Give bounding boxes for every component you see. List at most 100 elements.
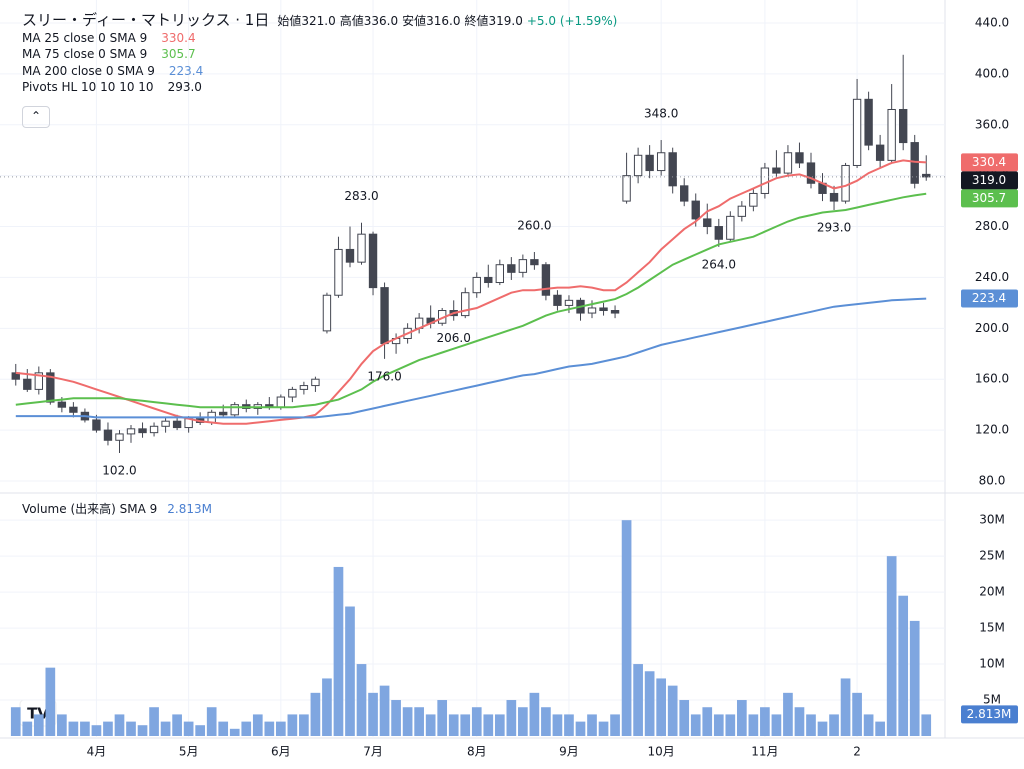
legend: スリー・ディー・マトリックス · 1日 始値321.0 高値336.0 安値316.0… <box>22 12 617 96</box>
candle-body <box>484 276 493 284</box>
candle-body <box>115 433 124 441</box>
candle-body <box>507 264 516 273</box>
volume-params: SMA 9 <box>119 502 158 516</box>
candle-body <box>276 396 286 408</box>
x-tick-label: 11月 <box>751 745 778 759</box>
candle-body <box>737 205 747 217</box>
candle-body <box>599 307 608 312</box>
svg-text:TV: TV <box>27 705 49 723</box>
volume-bar <box>794 707 805 736</box>
header-row: スリー・ディー・マトリックス · 1日 始値321.0 高値336.0 安値316.0… <box>22 12 617 30</box>
candle-body <box>380 287 389 345</box>
candle-body <box>691 200 700 220</box>
candle-body <box>841 164 850 202</box>
volume-name: Volume (出来高) <box>22 502 116 516</box>
candle-body <box>772 167 781 174</box>
volume-bar <box>471 707 482 736</box>
candle-body <box>92 419 101 431</box>
volume-bar <box>771 714 782 736</box>
volume-bar <box>218 721 229 736</box>
volume-bar <box>506 700 517 736</box>
candle-body <box>887 108 896 161</box>
volume-bar <box>736 700 747 736</box>
candle-body <box>645 154 654 172</box>
candle-body <box>368 233 378 289</box>
indicator-legend: MA 25 close 0 SMA 9 330.4 MA 75 close 0 SM… <box>22 30 617 80</box>
volume-bar <box>172 714 182 736</box>
volume-bar <box>149 707 159 736</box>
volume-bar <box>552 714 563 736</box>
candle-body <box>103 429 113 441</box>
candle-body <box>714 226 723 240</box>
volume-bar <box>725 714 736 736</box>
volume-bar <box>518 707 528 736</box>
volume-bar <box>829 714 839 736</box>
volume-bar <box>57 714 67 736</box>
volume-bar <box>564 714 574 736</box>
volume-bar <box>541 707 551 736</box>
volume-bar <box>817 721 828 736</box>
x-tick-label: 6月 <box>271 745 291 759</box>
y-tick-label: 25M <box>979 549 1005 563</box>
volume-bar <box>299 714 309 736</box>
volume-bar <box>460 714 471 736</box>
indicator-name: Pivots HL 10 10 10 10 <box>22 80 154 94</box>
candle-body <box>541 264 551 296</box>
volume-bar <box>863 714 874 736</box>
volume-bar <box>10 707 21 736</box>
volume-bar <box>886 556 897 736</box>
volume-bar <box>587 714 597 736</box>
volume-bar <box>529 692 540 736</box>
volume-bar <box>195 725 206 736</box>
ohlc-value: 316.0 <box>426 14 461 28</box>
volume-bar <box>114 714 125 736</box>
volume-bar <box>45 667 56 736</box>
candle-body <box>219 411 228 416</box>
volume-bar <box>425 714 436 736</box>
volume-bar <box>633 664 643 736</box>
indicator-name: MA 200 close 0 SMA 9 <box>22 63 155 78</box>
candle-body <box>806 162 816 184</box>
candle-body <box>288 388 297 398</box>
indicator-row: MA 75 close 0 SMA 9 305.7 <box>22 46 617 63</box>
candle-body <box>46 372 55 403</box>
candle-body <box>149 425 159 434</box>
pivot-label: 283.0 <box>344 189 378 203</box>
indicator-row: MA 200 close 0 SMA 9 223.4 <box>22 63 617 80</box>
x-tick-label: 10月 <box>648 745 675 759</box>
volume-bar <box>414 707 424 736</box>
pivot-label: 176.0 <box>367 369 401 383</box>
volume-bar <box>91 725 102 736</box>
candle-body <box>760 167 770 194</box>
pivot-label: 102.0 <box>102 464 136 478</box>
candle-body <box>322 294 332 332</box>
volume-bar <box>621 520 632 736</box>
candle-body <box>518 259 528 273</box>
collapse-button[interactable]: ⌃ <box>22 106 50 128</box>
price-tag <box>961 153 1018 172</box>
volume-bar <box>909 620 920 736</box>
volume-bar <box>229 728 240 736</box>
y-tick-label: 5M <box>983 693 1001 707</box>
y-tick-label: 80.0 <box>979 473 1006 487</box>
candle-body <box>461 292 470 317</box>
candle-body <box>864 98 873 146</box>
ohlc-label: 安値 <box>402 14 427 28</box>
candle-body <box>495 264 505 284</box>
volume-bar <box>448 714 459 736</box>
y-tick-label: 30M <box>979 513 1005 527</box>
indicator-name: MA 25 close 0 SMA 9 <box>22 30 148 45</box>
volume-bar <box>783 692 793 736</box>
candle-body <box>898 108 908 144</box>
volume-bar <box>68 721 79 736</box>
volume-bar <box>494 714 505 736</box>
volume-bar <box>690 714 701 736</box>
volume-bar <box>345 606 355 736</box>
volume-bar <box>103 721 113 736</box>
candle-body <box>668 152 677 187</box>
volume-bar <box>437 700 448 736</box>
ohlc-value: 321.0 <box>301 14 336 28</box>
volume-bar <box>368 692 378 736</box>
volume-bar <box>852 692 862 736</box>
candle-body <box>783 152 793 174</box>
